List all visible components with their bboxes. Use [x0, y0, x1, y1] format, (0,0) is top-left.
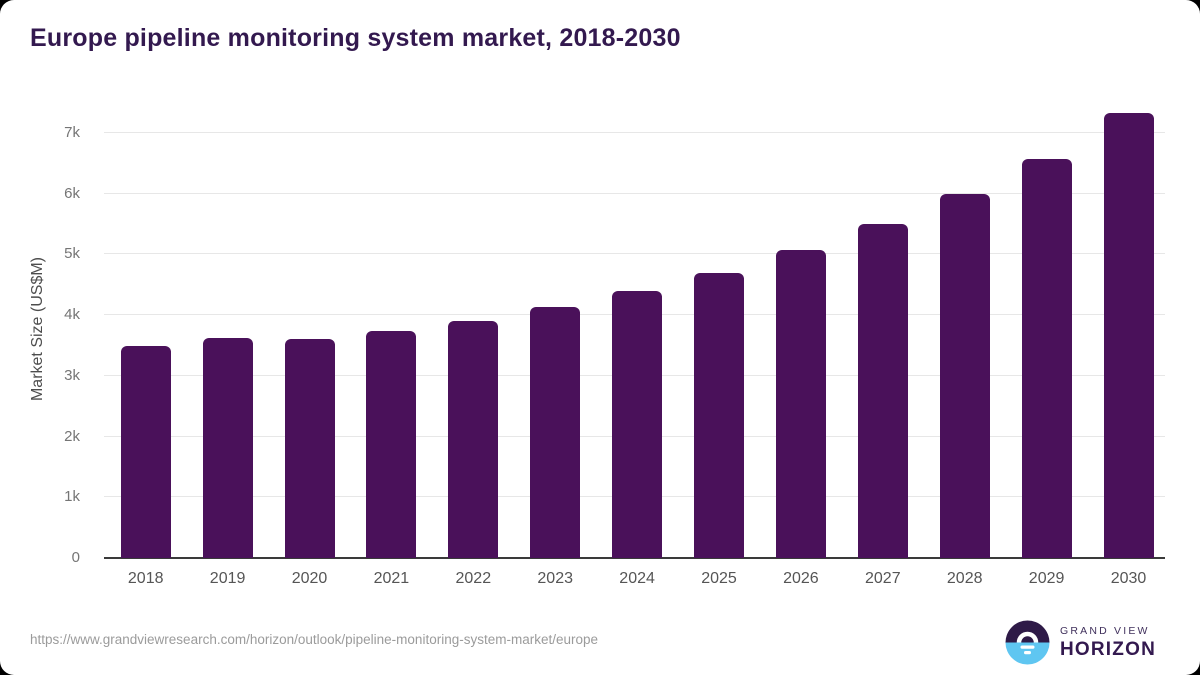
bar-2023[interactable]	[530, 306, 581, 558]
x-tick-label: 2021	[373, 570, 410, 587]
y-tick-label: 3k	[64, 366, 80, 384]
bar-2027[interactable]	[857, 223, 908, 558]
y-tick-label: 7k	[64, 123, 80, 141]
x-tick-label: 2018	[127, 570, 164, 587]
y-tick-label: 5k	[64, 245, 80, 263]
x-tick-label: 2022	[455, 570, 492, 587]
bar-2029[interactable]	[1021, 158, 1072, 558]
bar-2025[interactable]	[694, 272, 744, 558]
y-tick-label: 6k	[64, 184, 80, 202]
sunrise-horizon-icon	[1005, 620, 1050, 665]
x-tick-label: 2030	[1110, 570, 1147, 587]
y-tick-label: 2k	[64, 427, 80, 445]
bar-2020[interactable]	[284, 339, 335, 558]
logo-horizon-text: HORIZON	[1059, 639, 1156, 661]
bar-2026[interactable]	[775, 250, 826, 558]
x-tick-label: 2027	[865, 570, 901, 587]
bar-chart-plot-area	[104, 100, 1165, 559]
x-tick-label: 2024	[619, 570, 655, 587]
x-tick-label: 2029	[1028, 570, 1065, 587]
bar-2022[interactable]	[448, 320, 499, 558]
x-tick-label: 2020	[291, 570, 328, 587]
x-tick-label: 2025	[701, 570, 737, 587]
x-tick-label: 2026	[783, 570, 819, 587]
bar-2030[interactable]	[1103, 112, 1154, 558]
gridline	[104, 131, 1165, 133]
logo-wordmark: GRAND VIEW HORIZON	[1060, 626, 1156, 660]
y-tick-label: 4k	[64, 306, 80, 324]
x-tick-label: 2028	[946, 570, 983, 587]
y-axis-tick-labels: 0 1k 2k 3k 4k 5k 6k 7k	[0, 100, 90, 566]
x-tick-label: 2019	[209, 570, 246, 587]
grand-view-horizon-logo: GRAND VIEW HORIZON	[1005, 620, 1156, 665]
bar-2018[interactable]	[120, 346, 171, 558]
x-axis-line	[104, 557, 1165, 559]
bar-2021[interactable]	[366, 330, 417, 558]
bar-2028[interactable]	[939, 194, 990, 558]
x-tick-label: 2023	[537, 570, 573, 587]
y-tick-label: 1k	[64, 488, 80, 506]
source-url: https://www.grandviewresearch.com/horizo…	[30, 632, 599, 647]
gridline	[104, 192, 1165, 194]
bar-2019[interactable]	[202, 338, 253, 558]
bar-2024[interactable]	[612, 290, 663, 558]
logo-grand-view-text: GRAND VIEW	[1059, 624, 1150, 637]
page-title: Europe pipeline monitoring system market…	[30, 24, 681, 52]
y-tick-label: 0	[71, 549, 80, 566]
gridline	[104, 253, 1165, 255]
x-axis-tick-labels: 2018 2019 2020 2021 2022 2023 2024 2025 2026 2027…	[104, 570, 1165, 594]
